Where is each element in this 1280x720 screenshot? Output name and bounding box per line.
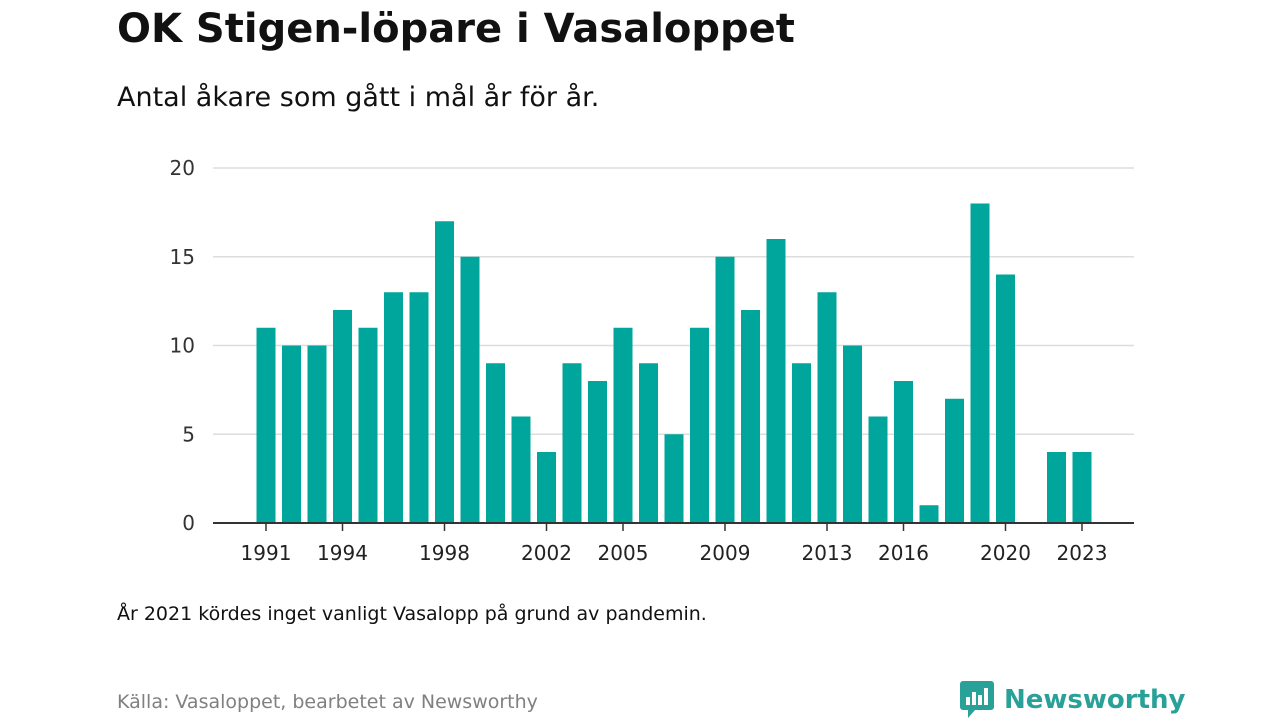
bar-2013 [817,292,837,523]
bar-1994 [333,310,352,523]
bar-2015 [868,416,888,523]
bar-2003 [562,363,582,523]
bar-1996 [384,292,403,523]
x-tick-label: 2013 [802,541,853,565]
bar-2007 [664,434,684,523]
bar-2016 [894,381,913,523]
x-tick-label: 2002 [521,541,572,565]
bar-2002 [537,452,556,523]
y-tick-label: 20 [170,156,195,180]
x-axis-labels: 1991 1994 1998 2002 2005 2009 2013 2016 2020 2023 [241,541,1108,565]
bar-2001 [511,416,531,523]
footnote: År 2021 kördes inget vanligt Vasalopp på… [117,603,707,625]
bar-2005 [613,327,633,523]
x-tick-label: 2023 [1057,541,1108,565]
bar-1998 [435,221,454,523]
y-tick-label: 5 [182,422,195,446]
y-axis-labels: 0 5 10 15 20 [170,156,195,535]
bar-2004 [588,381,607,523]
bar-1995 [358,327,378,523]
x-tick-label: 2020 [980,541,1031,565]
x-axis [213,522,1134,531]
bar-2019 [970,203,990,523]
chart-subtitle: Antal åkare som gått i mål år för år. [117,82,600,113]
source-line: Källa: Vasaloppet, bearbetet av Newswort… [117,691,538,713]
brand-name: Newsworthy [1004,685,1186,715]
bar-2009 [715,256,735,523]
bars [256,203,1092,523]
x-tick-label: 2005 [598,541,649,565]
bar-2017 [919,505,939,523]
x-tick-label: 1998 [419,541,470,565]
bar-1991 [256,327,276,523]
x-tick-label: 1994 [317,541,368,565]
bar-2012 [792,363,811,523]
bar-1997 [409,292,429,523]
bar-2010 [741,310,760,523]
x-tick-label: 2009 [700,541,751,565]
bar-1993 [307,345,327,523]
x-tick-label: 1991 [241,541,292,565]
x-tick-label: 2016 [878,541,929,565]
bar-2011 [766,239,786,523]
y-tick-label: 15 [170,245,195,269]
bar-2006 [639,363,658,523]
bar-1999 [460,256,480,523]
bar-2020 [996,274,1015,523]
bar-2018 [945,398,964,523]
bar-2000 [486,363,505,523]
bar-1992 [282,345,301,523]
y-tick-label: 10 [170,334,195,358]
chart-title: OK Stigen-löpare i Vasaloppet [117,6,795,52]
y-tick-label: 0 [182,511,195,535]
bar-2014 [843,345,862,523]
bar-2022 [1047,452,1066,523]
bar-2023 [1072,452,1092,523]
brand-logo: Newsworthy [960,680,1185,720]
bar-chart: 0 5 10 15 20 1991 1994 1998 2002 2005 2009 2013 201… [170,156,1134,565]
bar-2008 [690,327,709,523]
bar-chart-speech-bubble-icon [960,681,994,718]
